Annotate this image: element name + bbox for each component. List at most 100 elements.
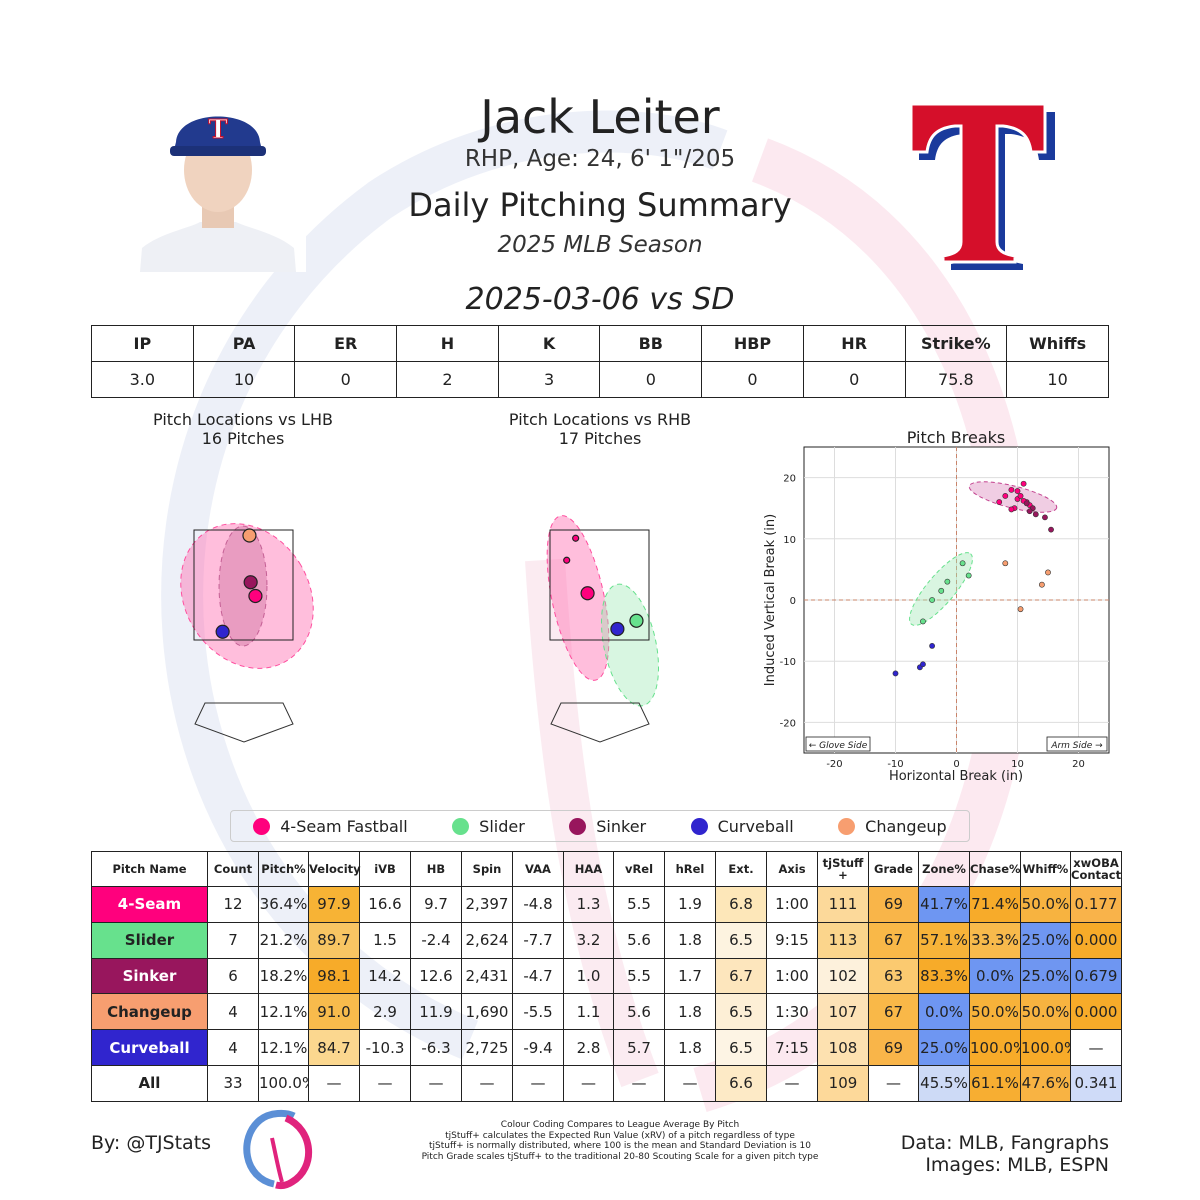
break-point: [1032, 511, 1039, 518]
arsenal-cell: 0.679: [1070, 957, 1122, 995]
arsenal-cell: 2.9: [359, 993, 411, 1031]
rhb-slider-ellipse: [600, 583, 660, 707]
player-headshot: T: [130, 98, 306, 272]
arsenal-cell: 12.6: [410, 957, 462, 995]
arsenal-cell: 12.1%: [258, 993, 309, 1031]
data-sources: Data: MLB, Fangraphs Images: MLB, ESPN: [901, 1132, 1109, 1176]
break-point: [920, 618, 926, 625]
y-tick-label: -10: [780, 657, 796, 668]
break-point: [1023, 500, 1030, 507]
arsenal-cell: 2,431: [461, 957, 513, 995]
arsenal-cell: 21.2%: [258, 921, 309, 959]
lhb-strike-zone: [193, 529, 294, 641]
rhb-plot-title: Pitch Locations vs RHB 17 Pitches: [500, 410, 700, 448]
stat-header: Whiffs: [1006, 325, 1109, 362]
legend-label: Slider: [479, 816, 525, 836]
stat-header: ER: [294, 325, 398, 362]
note-line: tjStuff+ calculates the Expected Run Val…: [445, 1130, 795, 1141]
arsenal-cell: 50.0%: [1020, 993, 1071, 1031]
note-line: Pitch Grade scales tjStuff+ to the tradi…: [421, 1151, 819, 1162]
arsenal-cell: 2,397: [461, 886, 513, 923]
pitch-name-cell: All: [91, 1064, 208, 1102]
arsenal-cell: 7: [207, 921, 259, 959]
note-line: tjStuff+ is normally distributed, where …: [428, 1141, 812, 1151]
arsenal-cell: 1:00: [766, 886, 818, 923]
arsenal-header: Count: [207, 851, 259, 887]
arsenal-cell: 0.0%: [969, 957, 1021, 995]
glove-side-box: ← Glove Side: [805, 736, 871, 752]
lhb-title: Pitch Locations vs LHB: [153, 410, 333, 429]
arsenal-cell: 12.1%: [258, 1029, 309, 1066]
arsenal-cell: —: [563, 1064, 614, 1102]
x-tick-label: 20: [1072, 759, 1085, 770]
arsenal-cell: 11.9: [410, 993, 462, 1031]
stat-header: HR: [802, 325, 906, 362]
location-point: [629, 613, 644, 628]
pitch-name-cell: Slider: [91, 921, 208, 959]
arsenal-cell: 14.2: [359, 957, 411, 995]
season-label: 2025 MLB Season: [497, 232, 703, 258]
arsenal-cell: 45.5%: [918, 1064, 970, 1102]
arsenal-cell: 1.3: [563, 886, 614, 923]
arsenal-cell: 69: [868, 1029, 919, 1066]
rhb-fastball-ellipse: [546, 515, 610, 681]
stat-value: 0: [294, 361, 398, 398]
arsenal-cell: 100.0%: [1020, 1029, 1071, 1066]
breaks-grid: -20 -10 0 10 20 -20 -10 0 10 20: [780, 447, 1109, 770]
arsenal-cell: 1.8: [664, 993, 716, 1031]
location-point: [563, 556, 571, 564]
pitch-name-cell: Changeup: [91, 993, 208, 1031]
arsenal-cell: —: [766, 1064, 818, 1102]
breaks-y-axis-label: Induced Vertical Break (in): [763, 514, 778, 687]
x-tick-label: -20: [826, 759, 842, 770]
arsenal-cell: 18.2%: [258, 957, 309, 995]
arsenal-header: HB: [410, 851, 462, 887]
pitch-name-cell: Sinker: [91, 957, 208, 995]
arsenal-cell: 1.8: [664, 1029, 716, 1066]
arsenal-cell: 108: [817, 1029, 869, 1066]
svg-text:T: T: [208, 115, 228, 145]
arsenal-cell: —: [461, 1064, 513, 1102]
arsenal-cell: —: [359, 1064, 411, 1102]
arsenal-header: Grade: [868, 851, 919, 887]
arsenal-cell: 3.2: [563, 921, 614, 959]
arsenal-cell: 9.7: [410, 886, 462, 923]
break-point: [1017, 493, 1024, 499]
arsenal-header: Pitch%: [258, 851, 309, 887]
break-point: [1008, 506, 1015, 513]
arsenal-cell: 6.5: [715, 1029, 767, 1066]
arsenal-header: hRel: [664, 851, 716, 887]
arsenal-cell: 4: [207, 1029, 259, 1066]
lhb-location-plot: [180, 523, 314, 743]
stat-header: H: [396, 325, 499, 362]
tjstats-logo: [243, 1109, 312, 1190]
break-point: [1039, 581, 1045, 588]
arsenal-header: Velocity: [308, 851, 361, 887]
arsenal-header: Axis: [766, 851, 818, 887]
location-point: [243, 575, 258, 590]
lhb-plot-title: Pitch Locations vs LHB 16 Pitches: [143, 410, 343, 448]
game-stats-header-row: IP PA ER H K BB HBP HR Strike% Whiffs: [91, 325, 1109, 362]
arsenal-header: HAA: [563, 851, 614, 887]
arsenal-cell: 5.5: [613, 886, 665, 923]
stat-header: IP: [91, 325, 194, 362]
arsenal-cell: 9:15: [766, 921, 818, 959]
arsenal-header: Pitch Name: [91, 851, 208, 887]
arsenal-cell: -2.4: [410, 921, 462, 959]
arsenal-cell: 109: [817, 1064, 869, 1102]
pitch-arsenal-table: Pitch Name Count Pitch% Velocity iVB HB Spin VA…: [91, 851, 1122, 1102]
arsenal-cell: 2.8: [563, 1029, 614, 1066]
arsenal-cell: 25.0%: [918, 1029, 970, 1066]
arsenal-header: xwOBA Contact: [1070, 851, 1122, 887]
arsenal-body: 4-Seam 12 36.4% 97.9 16.6 9.7 2,397 -4.8 1.3 5.5 1…: [91, 886, 1122, 1102]
arsenal-cell: 102: [817, 957, 869, 995]
arsenal-cell: 16.6: [359, 886, 411, 923]
arsenal-cell: 50.0%: [1020, 886, 1071, 923]
stat-value: 10: [192, 361, 296, 398]
arsenal-cell: 6.6: [715, 1064, 767, 1102]
arsenal-cell: -6.3: [410, 1029, 462, 1066]
breaks-plot-title: Pitch Breaks: [906, 428, 1006, 447]
stat-header: PA: [192, 325, 296, 362]
rhb-title: Pitch Locations vs RHB: [508, 410, 692, 429]
game-label: 2025-03-06 vs SD: [465, 282, 735, 317]
